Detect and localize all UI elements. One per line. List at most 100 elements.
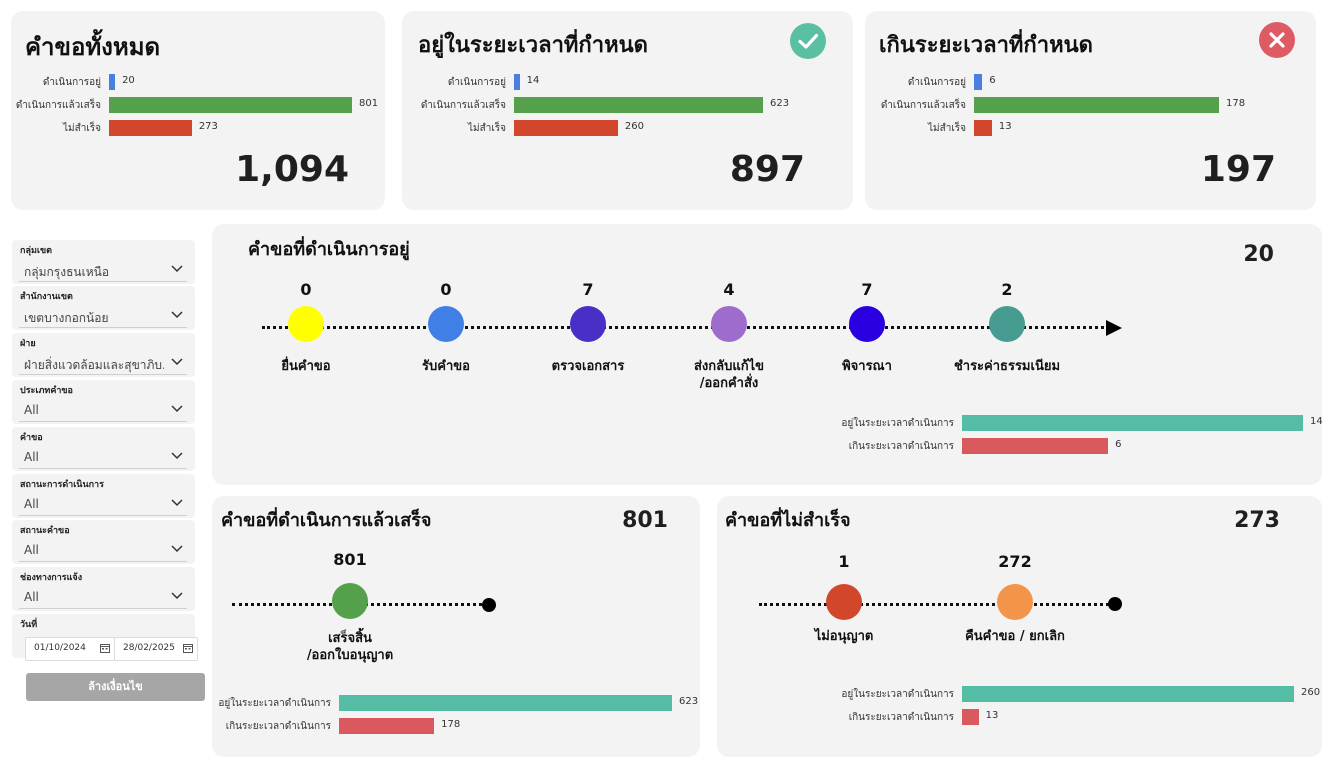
stage-count: 0 (440, 280, 452, 299)
filter-label: คำขอ (20, 433, 43, 443)
stage-count: 0 (300, 280, 312, 299)
bar-value: 13 (985, 710, 999, 721)
bar-row: เกินระยะเวลาดำเนินการ 13 (717, 709, 1322, 725)
bar-row: เกินระยะเวลาดำเนินการ 178 (212, 718, 700, 734)
filter-label: สถานะคำขอ (20, 526, 70, 536)
end-date-input[interactable]: 28/02/2025 (114, 637, 198, 661)
bar-value: 20 (122, 75, 135, 86)
filter-select[interactable]: All (19, 586, 187, 609)
bar-value: 6 (1115, 439, 1122, 450)
bar-label: ดำเนินการอยู่ (447, 77, 506, 88)
stage-label: ตรวจเอกสาร (551, 359, 625, 374)
bar-label: อยู่ในระยะเวลาดำเนินการ (218, 698, 331, 709)
x-circle-icon (1259, 22, 1295, 58)
bar-row: ดำเนินการแล้วเสร็จ 801 (11, 97, 385, 113)
bar-value: 14 (1310, 416, 1323, 427)
arrow-right-icon (1106, 320, 1122, 336)
filter-value: All (24, 590, 39, 604)
bar (514, 120, 618, 136)
stage-circle (570, 306, 606, 342)
filter-dropdown: ประเภทคำขอ All (12, 380, 195, 424)
filter-dropdown: กลุ่มเขตกลุ่มกรุงธนเหนือ (12, 240, 195, 284)
bar (974, 120, 992, 136)
failed-card: คำขอที่ไม่สำเร็จ 273 1 ไม่อนุญาต 272 คืนคำข… (717, 496, 1322, 757)
timeline-line (262, 326, 1110, 329)
filter-label: ประเภทคำขอ (20, 386, 73, 396)
bar-row: ดำเนินการแล้วเสร็จ 178 (865, 97, 1316, 113)
bar (962, 686, 1294, 702)
filter-label: กลุ่มเขต (20, 246, 52, 256)
clear-filters-button[interactable]: ล้างเงื่อนไข (26, 673, 205, 701)
bar-label: ดำเนินการแล้วเสร็จ (420, 100, 506, 111)
bar-value: 6 (989, 75, 996, 86)
filter-value: All (24, 543, 39, 557)
timeline-line (759, 603, 1114, 606)
bar-value: 260 (1301, 687, 1321, 698)
filter-dropdown: สถานะการดำเนินการ All (12, 474, 195, 518)
stage-label: พิจารณา (842, 359, 892, 374)
bar-row: อยู่ในระยะเวลาดำเนินการ 260 (717, 686, 1322, 702)
filter-dropdown: คำขอ All (12, 427, 195, 471)
chevron-down-icon (171, 311, 183, 319)
bar-row: ดำเนินการอยู่ 14 (402, 74, 853, 90)
bar-value: 14 (526, 75, 540, 86)
bar-row: ดำเนินการอยู่ 6 (865, 74, 1316, 90)
completed-count: 801 (622, 508, 668, 533)
timeline-end-dot (1108, 597, 1122, 611)
bar-value: 260 (624, 121, 644, 132)
filter-select[interactable]: All (19, 446, 187, 469)
filter-select[interactable]: All (19, 399, 187, 422)
filter-select[interactable]: กลุ่มกรุงธนเหนือ (19, 259, 187, 282)
filter-select[interactable]: All (19, 493, 187, 516)
start-date-input[interactable]: 01/10/2024 (25, 637, 115, 661)
filter-value: ฝ่ายสิ่งแวดล้อมและสุขาภิบ... (24, 358, 164, 372)
stage-count: 801 (333, 550, 367, 569)
card-title: เกินระยะเวลาที่กำหนด (879, 33, 1093, 58)
stage-label: ยื่นคำขอ (281, 359, 331, 374)
stage-count: 272 (998, 552, 1032, 571)
filter-select[interactable]: ฝ่ายสิ่งแวดล้อมและสุขาภิบ... (19, 352, 187, 375)
filter-dropdown: สถานะคำขอ All (12, 520, 195, 564)
bar-row: เกินระยะเวลาดำเนินการ 6 (212, 438, 1322, 454)
card-title: อยู่ในระยะเวลาที่กำหนด (418, 33, 648, 58)
filter-select[interactable]: เขตบางกอกน้อย (19, 305, 187, 328)
bar (974, 97, 1219, 113)
bar-label: เกินระยะเวลาดำเนินการ (225, 721, 331, 732)
filter-dropdown: ช่องทางการแจ้ง All (12, 567, 195, 611)
bar-label: เกินระยะเวลาดำเนินการ (848, 441, 954, 452)
stage-circle (288, 306, 324, 342)
stage-count: 2 (1001, 280, 1013, 299)
filter-select[interactable]: All (19, 539, 187, 562)
bar-label: ดำเนินการแล้วเสร็จ (880, 100, 966, 111)
stage-circle (826, 584, 862, 620)
filter-label: สำนักงานเขต (20, 292, 73, 302)
failed-count: 273 (1234, 508, 1280, 533)
bar (109, 74, 116, 90)
end-date-value: 28/02/2025 (123, 643, 175, 653)
bar-label: ไม่สำเร็จ (928, 123, 966, 134)
overdue-requests-card: เกินระยะเวลาที่กำหนด ดำเนินการอยู่ 6 ดำเนิ… (865, 11, 1316, 210)
bar (109, 120, 192, 136)
ontime-count: 897 (729, 149, 805, 190)
filter-value: All (24, 403, 39, 417)
stage-label: คืนคำขอ / ยกเลิก (965, 629, 1065, 644)
check-circle-icon (790, 23, 826, 59)
timeline-end-dot (482, 598, 496, 612)
stage-label: ส่งกลับแก้ไข /ออกคำสั่ง (693, 359, 765, 391)
stage-label: รับคำขอ (422, 359, 470, 374)
stage-count: 1 (838, 552, 850, 571)
card-title: คำขอที่ดำเนินการอยู่ (248, 239, 410, 260)
bar-value: 623 (770, 98, 790, 109)
stage-circle (989, 306, 1025, 342)
bar-label: ไม่สำเร็จ (63, 123, 101, 134)
stage-label: ไม่อนุญาต (814, 629, 874, 644)
chevron-down-icon (171, 499, 183, 507)
filter-value: กลุ่มกรุงธนเหนือ (24, 265, 110, 279)
bar-label: ดำเนินการอยู่ (907, 77, 966, 88)
chevron-down-icon (171, 545, 183, 553)
filter-dropdown: สำนักงานเขตเขตบางกอกน้อย (12, 286, 195, 330)
bar-label: ดำเนินการอยู่ (42, 77, 101, 88)
filter-value: All (24, 450, 39, 464)
bar-label: ไม่สำเร็จ (468, 123, 506, 134)
in-progress-count: 20 (1243, 242, 1274, 267)
